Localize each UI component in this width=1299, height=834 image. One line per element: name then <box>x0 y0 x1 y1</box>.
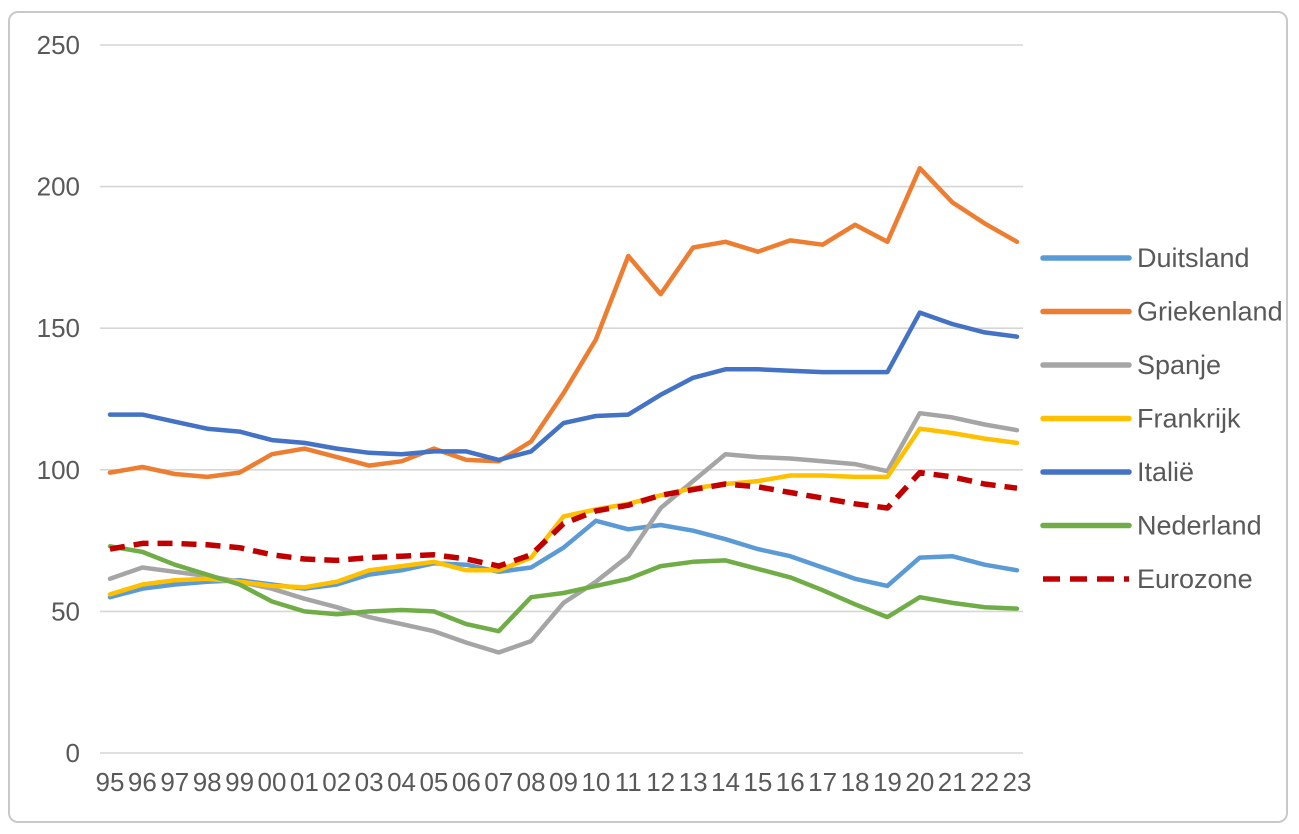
legend-item-griekenland: Griekenland <box>1040 297 1283 327</box>
series-line-frankrijk <box>107 426 1020 597</box>
x-axis-tick-05: 05 <box>419 767 448 797</box>
legend-label-duitsland: Duitsland <box>1137 243 1250 273</box>
x-axis-tick-00: 00 <box>258 767 287 797</box>
x-axis-tick-17: 17 <box>808 767 837 797</box>
x-axis-tick-16: 16 <box>776 767 805 797</box>
series-line-griekenland <box>107 165 1020 480</box>
x-axis-tick-06: 06 <box>452 767 481 797</box>
legend-item-itali: Italië <box>1040 457 1194 487</box>
series-line-eurozone <box>109 469 1018 569</box>
legend-item-nederland: Nederland <box>1040 511 1262 541</box>
x-axis-tick-15: 15 <box>743 767 772 797</box>
legend-item-frankrijk: Frankrijk <box>1040 404 1241 434</box>
y-axis-tick-50: 50 <box>51 596 80 626</box>
x-axis-tick-13: 13 <box>679 767 708 797</box>
y-axis-tick-200: 200 <box>37 172 80 202</box>
y-axis-tick-0: 0 <box>66 738 80 768</box>
x-axis-tick-96: 96 <box>128 767 157 797</box>
x-axis-tick-01: 01 <box>290 767 319 797</box>
legend-label-itali: Italië <box>1137 457 1194 487</box>
x-axis-tick-98: 98 <box>193 767 222 797</box>
x-axis-tick-22: 22 <box>970 767 999 797</box>
legend-item-eurozone: Eurozone <box>1043 564 1253 594</box>
x-axis-tick-03: 03 <box>355 767 384 797</box>
legend-item-spanje: Spanje <box>1040 350 1221 380</box>
y-axis-tick-150: 150 <box>37 313 80 343</box>
x-axis-tick-12: 12 <box>646 767 675 797</box>
x-axis-tick-95: 95 <box>96 767 125 797</box>
x-axis-tick-97: 97 <box>160 767 189 797</box>
x-axis-tick-21: 21 <box>938 767 967 797</box>
x-axis-tick-99: 99 <box>225 767 254 797</box>
series-line-itali <box>107 310 1020 463</box>
legend-label-spanje: Spanje <box>1137 350 1221 380</box>
legend: Duitsland Griekenland Spanje Frankrijk Itali… <box>1040 243 1283 594</box>
y-axis-tick-250: 250 <box>37 30 80 60</box>
x-axis-tick-09: 09 <box>549 767 578 797</box>
legend-item-duitsland: Duitsland <box>1040 243 1250 273</box>
x-axis-tick-02: 02 <box>322 767 351 797</box>
x-axis-tick-11: 11 <box>615 767 642 797</box>
x-axis-tick-14: 14 <box>711 767 740 797</box>
legend-label-nederland: Nederland <box>1137 511 1262 541</box>
legend-label-eurozone: Eurozone <box>1137 564 1253 594</box>
legend-label-griekenland: Griekenland <box>1137 297 1283 327</box>
series-line-nederland <box>107 544 1020 634</box>
x-axis-tick-04: 04 <box>387 767 416 797</box>
x-axis-tick-07: 07 <box>484 767 513 797</box>
x-axis-tick-19: 19 <box>873 767 902 797</box>
legend-label-frankrijk: Frankrijk <box>1137 404 1241 434</box>
y-axis-tick-100: 100 <box>37 455 80 485</box>
x-axis-tick-20: 20 <box>905 767 934 797</box>
x-axis-tick-10: 10 <box>581 767 610 797</box>
x-axis-tick-23: 23 <box>1003 767 1032 797</box>
x-axis-tick-18: 18 <box>841 767 870 797</box>
x-axis-tick-08: 08 <box>517 767 546 797</box>
